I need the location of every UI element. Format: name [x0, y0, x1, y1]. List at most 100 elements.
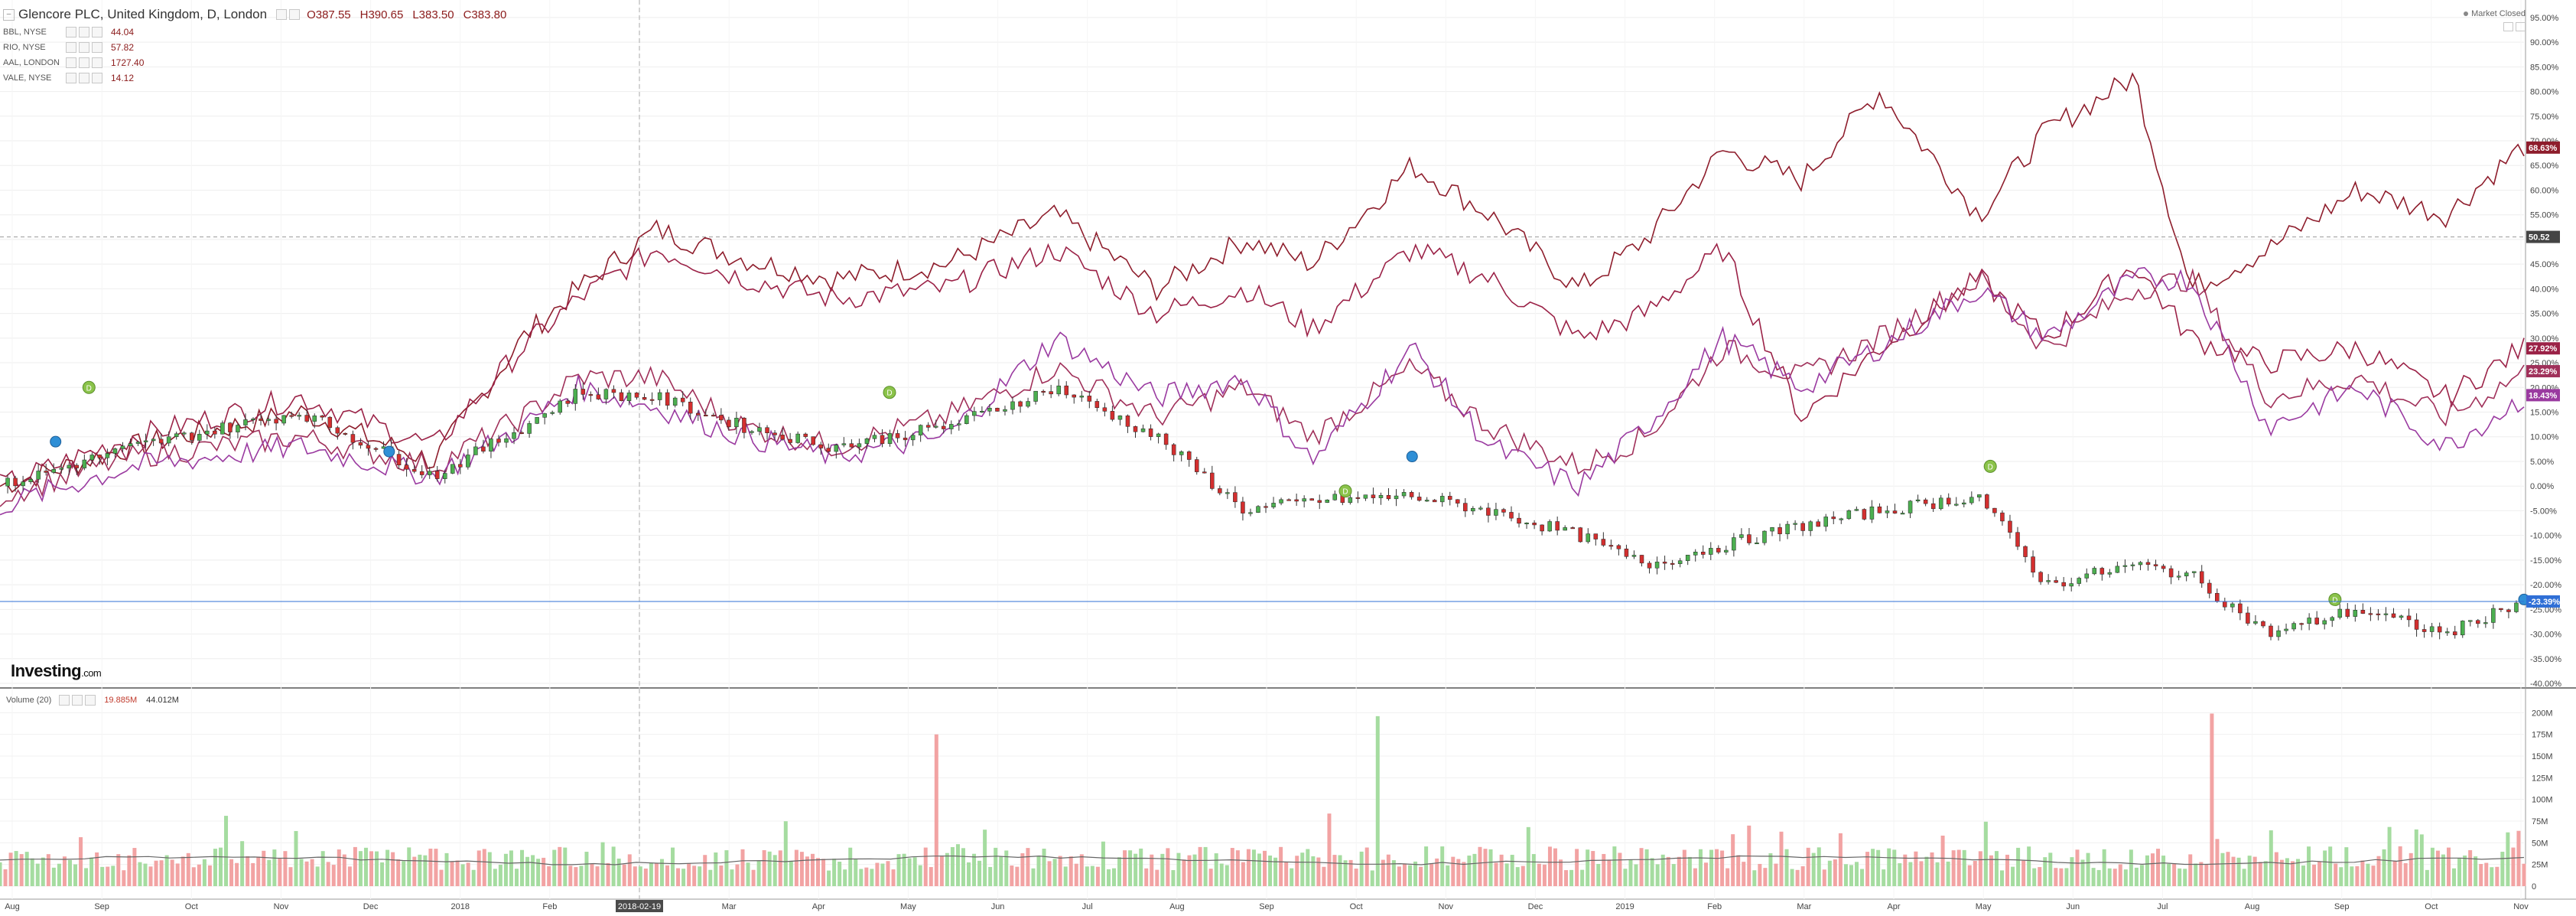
dividend-marker-icon[interactable]: [1983, 459, 1997, 473]
volume-label: Volume (20): [6, 696, 52, 705]
event-marker-icon[interactable]: [383, 445, 395, 458]
volume-bar: [2506, 832, 2510, 886]
eye-icon[interactable]: [276, 8, 288, 20]
candle-body: [1378, 495, 1384, 498]
candle-body: [327, 416, 333, 429]
volume-bar: [1790, 869, 1794, 886]
volume-bar: [1402, 863, 1407, 886]
volume-bar: [310, 859, 314, 886]
settings-icon[interactable]: [79, 57, 89, 68]
candle-body: [304, 415, 309, 422]
candle-body: [2514, 602, 2519, 612]
collapse-icon[interactable]: –: [3, 8, 15, 21]
volume-bar: [896, 854, 901, 886]
volume-bar: [256, 856, 261, 886]
volume-bar: [1462, 862, 1466, 886]
candle-body: [2337, 608, 2343, 618]
settings-icon[interactable]: [79, 42, 89, 53]
volume-bar: [498, 864, 503, 886]
candle-body: [803, 433, 808, 437]
volume-bar: [1542, 864, 1547, 886]
comparison-line: [0, 266, 2525, 516]
volume-bar: [1666, 856, 1670, 886]
eye-icon[interactable]: [66, 27, 76, 37]
candle-body: [588, 394, 594, 396]
dividend-marker-icon[interactable]: [883, 386, 896, 399]
volume-bar: [2145, 855, 2149, 886]
candle-body: [2307, 618, 2311, 624]
volume-bar: [799, 852, 804, 886]
candle-body: [1079, 396, 1085, 398]
y-tick-label: -5.00%: [2530, 507, 2557, 516]
volume-bar: [1591, 851, 1595, 886]
volume-bar: [967, 862, 971, 886]
volume-bar: [1456, 859, 1461, 886]
candle-body: [2130, 564, 2135, 566]
volume-bar: [983, 830, 987, 886]
volume-bar: [278, 858, 282, 886]
close-icon[interactable]: [2516, 22, 2526, 31]
settings-icon[interactable]: [72, 695, 83, 706]
volume-bar: [1413, 861, 1418, 886]
candle-body: [1892, 510, 1898, 513]
y-tick-label: 10.00%: [2530, 433, 2559, 442]
candle-body: [696, 412, 701, 416]
volume-bar: [2167, 863, 2171, 886]
candle-body: [818, 444, 824, 448]
dividend-marker-icon[interactable]: [1338, 484, 1352, 498]
volume-bar: [304, 861, 309, 886]
volume-bar: [2350, 866, 2354, 886]
volume-bar: [1715, 849, 1719, 886]
volume-bar: [197, 864, 201, 886]
candle-body: [987, 408, 992, 412]
volume-bar: [1327, 813, 1332, 886]
volume-bar: [434, 849, 438, 886]
volume-bar: [1504, 863, 1509, 886]
close-icon[interactable]: [92, 73, 102, 83]
candle-body: [1409, 492, 1414, 497]
candle-body: [1724, 549, 1729, 553]
dividend-marker-icon[interactable]: [2328, 592, 2342, 606]
dividend-marker-icon[interactable]: [82, 380, 96, 394]
candle-body: [1854, 509, 1859, 511]
close-icon[interactable]: [92, 27, 102, 37]
volume-bar: [638, 866, 642, 886]
maximize-icon[interactable]: [2503, 22, 2513, 31]
volume-bar: [886, 861, 890, 886]
candle-body: [895, 433, 900, 438]
volume-bar: [724, 850, 729, 886]
close-icon[interactable]: [92, 42, 102, 53]
volume-bar: [552, 849, 557, 886]
volume-bar: [2005, 854, 2010, 886]
volume-tick-label: 75M: [2532, 817, 2548, 826]
close-icon[interactable]: [85, 695, 96, 706]
y-tick-label: 80.00%: [2530, 88, 2559, 97]
eye-icon[interactable]: [59, 695, 70, 706]
volume-bar: [2522, 863, 2526, 886]
eye-icon[interactable]: [66, 57, 76, 68]
volume-bar: [229, 859, 234, 886]
close-icon[interactable]: [92, 57, 102, 68]
volume-bar: [2490, 867, 2494, 886]
candle-body: [1915, 499, 1921, 501]
candle-body: [1677, 560, 1683, 564]
comparison-symbol: BBL, NYSE: [3, 28, 47, 37]
volume-bar: [84, 868, 89, 886]
settings-icon[interactable]: [79, 73, 89, 83]
volume-bar: [1407, 865, 1412, 886]
volume-bar: [1079, 854, 1084, 886]
settings-icon[interactable]: [79, 27, 89, 37]
event-marker-icon[interactable]: [1406, 451, 1418, 463]
volume-bar: [1106, 869, 1111, 886]
candle-body: [1570, 527, 1575, 530]
volume-bar: [1386, 854, 1390, 886]
volume-bar: [1800, 865, 1805, 886]
settings-icon[interactable]: [289, 8, 301, 20]
eye-icon[interactable]: [66, 73, 76, 83]
volume-bar: [1709, 849, 1714, 886]
eye-icon[interactable]: [66, 42, 76, 53]
event-marker-icon[interactable]: [50, 435, 62, 448]
candle-body: [1416, 497, 1422, 501]
candle-body: [2322, 620, 2327, 624]
